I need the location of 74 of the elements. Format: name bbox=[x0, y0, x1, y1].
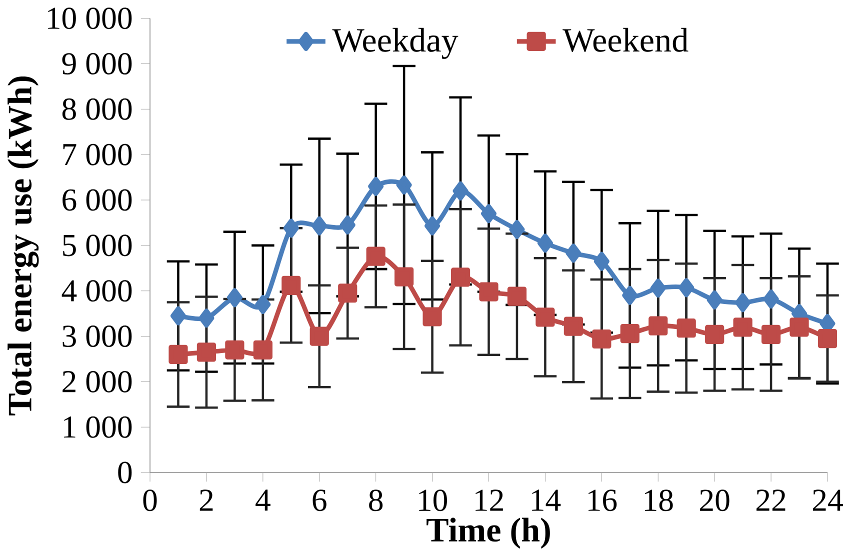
x-tick-label: 20 bbox=[700, 490, 730, 512]
x-tick-label: 24 bbox=[812, 490, 843, 511]
point bbox=[340, 215, 356, 234]
point bbox=[594, 252, 610, 271]
point bbox=[170, 306, 186, 326]
point bbox=[706, 290, 722, 310]
y-tick-label: 7 000 bbox=[63, 144, 132, 166]
point bbox=[226, 288, 242, 308]
legend-label: Weekend bbox=[562, 28, 688, 52]
x-axis-title: Time (h) bbox=[426, 518, 550, 549]
point bbox=[452, 181, 468, 200]
x-tick-label: 22 bbox=[756, 490, 786, 511]
y-tick-label: 2 000 bbox=[62, 370, 132, 392]
point bbox=[566, 244, 582, 263]
y-tick-label: 8 000 bbox=[62, 98, 132, 120]
point bbox=[790, 318, 809, 337]
point bbox=[818, 328, 838, 348]
point bbox=[338, 283, 358, 303]
point bbox=[198, 308, 214, 328]
point bbox=[253, 340, 272, 360]
point bbox=[650, 278, 666, 298]
point bbox=[733, 318, 752, 337]
point bbox=[761, 324, 781, 344]
point bbox=[622, 286, 638, 305]
y-tick-label: 6 000 bbox=[62, 189, 132, 211]
y-axis-title: Total energy use (kWh) bbox=[8, 76, 39, 416]
point bbox=[676, 318, 696, 338]
x-tick-label: 12 bbox=[476, 490, 503, 511]
point bbox=[507, 286, 527, 306]
point bbox=[592, 329, 612, 348]
x-tick-label: 16 bbox=[588, 490, 617, 511]
x-tick-label: 18 bbox=[644, 490, 673, 512]
point bbox=[678, 278, 694, 298]
x-tick-label: 10 bbox=[419, 490, 447, 512]
point bbox=[536, 308, 555, 327]
y-tick-label: 5 000 bbox=[63, 234, 132, 256]
point bbox=[450, 268, 470, 287]
point bbox=[310, 326, 329, 346]
point bbox=[394, 267, 414, 286]
point bbox=[564, 316, 583, 336]
point bbox=[366, 246, 386, 266]
point bbox=[282, 276, 301, 295]
point bbox=[537, 234, 553, 253]
point bbox=[424, 216, 440, 236]
point bbox=[620, 324, 640, 344]
point bbox=[481, 204, 496, 224]
legend-label: Weekday bbox=[332, 28, 458, 59]
y-tick-label: 4 000 bbox=[62, 280, 132, 302]
x-tick-label: 8 bbox=[369, 490, 383, 512]
point bbox=[509, 220, 525, 239]
y-tick-label: 3 000 bbox=[62, 325, 132, 347]
y-tick-label: 10 000 bbox=[48, 7, 132, 29]
point bbox=[648, 316, 668, 336]
point bbox=[283, 218, 299, 238]
point bbox=[763, 289, 779, 308]
y-tick-label: 1 000 bbox=[64, 416, 132, 438]
point bbox=[735, 293, 751, 312]
x-tick-label: 2 bbox=[200, 490, 213, 511]
point bbox=[196, 342, 216, 362]
point bbox=[312, 216, 328, 236]
point bbox=[479, 282, 498, 302]
point bbox=[422, 307, 442, 326]
point bbox=[396, 175, 412, 194]
x-tick-label: 6 bbox=[312, 490, 326, 511]
x-tick-label: 0 bbox=[143, 490, 157, 512]
y-tick-label: 9 000 bbox=[62, 52, 132, 74]
x-tick-label: 4 bbox=[256, 490, 270, 511]
point bbox=[705, 324, 724, 344]
y-tick-label: 0 bbox=[118, 462, 132, 484]
x-tick-label: 14 bbox=[532, 490, 561, 511]
point bbox=[368, 176, 384, 196]
point bbox=[255, 294, 271, 314]
point bbox=[225, 340, 244, 360]
point bbox=[168, 344, 188, 364]
